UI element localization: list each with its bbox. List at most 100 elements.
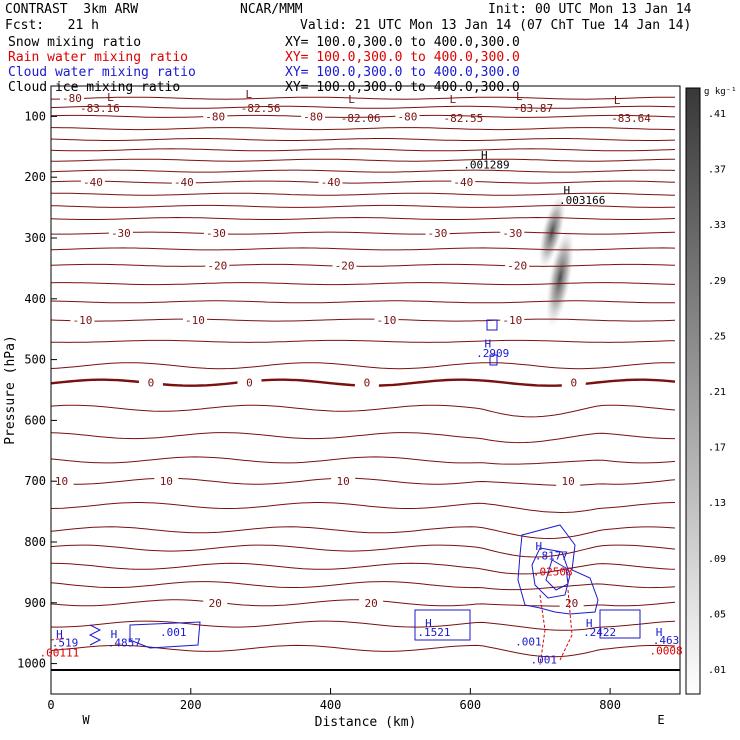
temperature-contour xyxy=(51,526,676,540)
temperature-contour-label: 10 xyxy=(562,475,575,488)
extrema-label: .001 xyxy=(530,654,557,667)
temperature-contour-label: -30 xyxy=(502,227,522,240)
contour-label-bg xyxy=(138,376,163,389)
y-axis-label: Pressure (hPa) xyxy=(3,335,18,445)
extrema-label: -82.55 xyxy=(443,112,483,125)
snow-plume-lower xyxy=(546,228,574,328)
temperature-contour xyxy=(51,562,676,575)
temperature-contour-label: -30 xyxy=(111,227,131,240)
plot-frame xyxy=(50,85,681,695)
x-tick-label: 400 xyxy=(320,698,342,712)
y-tick-label: 800 xyxy=(24,535,46,549)
temperature-contour xyxy=(51,620,676,631)
y-tick-label: 900 xyxy=(24,596,46,610)
temperature-contour-label: -40 xyxy=(174,176,194,189)
temperature-contour-label: -10 xyxy=(73,314,93,327)
temperature-contour xyxy=(51,180,676,184)
temperature-contour-label: -20 xyxy=(507,259,527,272)
extrema-label: .02508 xyxy=(533,565,573,578)
extrema-label: .1521 xyxy=(417,626,450,639)
valid-time: Valid: 21 UTC Mon 13 Jan 14 (07 ChT Tue … xyxy=(300,18,692,33)
temperature-contour xyxy=(51,216,676,220)
west-label: W xyxy=(82,713,90,727)
cloud-water-contour-lll xyxy=(129,621,201,649)
temperature-contour xyxy=(51,127,676,131)
colorbar-level-label: .37 xyxy=(708,165,726,176)
extrema-label: -83.16 xyxy=(80,102,120,115)
field-xy-cloud-ice: XY= 100.0,300.0 to 400.0,300.0 xyxy=(285,80,520,95)
field-name-rain: Rain water mixing ratio xyxy=(8,50,189,65)
temperature-contour-label: -30 xyxy=(206,227,226,240)
temperature-contour-label: -20 xyxy=(335,259,355,272)
field-xy-cloud-water: XY= 100.0,300.0 to 400.0,300.0 xyxy=(285,65,520,80)
y-tick-label: 100 xyxy=(24,109,46,123)
temperature-contour-label: -10 xyxy=(502,314,522,327)
temperature-contour-label: -80 xyxy=(62,92,82,105)
contour-label-bg xyxy=(171,176,196,189)
temperature-contour xyxy=(51,456,676,465)
extrema-label: .8177 xyxy=(535,550,568,563)
extrema-label: -83.87 xyxy=(513,102,553,115)
contour-label-bg xyxy=(301,110,326,123)
cloud-water-contour-small xyxy=(486,319,498,331)
temperature-contour-label: -20 xyxy=(207,259,227,272)
y-tick-label: 200 xyxy=(24,170,46,184)
y-tick-label: 600 xyxy=(24,413,46,427)
temperature-contour xyxy=(51,263,676,267)
cloud-water-contour-right xyxy=(599,609,641,639)
temperature-contour xyxy=(51,204,676,208)
y-tick-label: 400 xyxy=(24,292,46,306)
temperature-contour-label: 0 xyxy=(246,377,253,390)
field-xy-rain: XY= 100.0,300.0 to 400.0,300.0 xyxy=(285,50,520,65)
extrema-label: -82.06 xyxy=(341,112,381,125)
contour-label-bg xyxy=(203,110,228,123)
y-tick-label: 300 xyxy=(24,231,46,245)
field-xy-snow: XY= 100.0,300.0 to 400.0,300.0 xyxy=(285,35,520,50)
temperature-contour-label: -40 xyxy=(321,176,341,189)
extrema-label: .2909 xyxy=(476,347,509,360)
temperature-contour xyxy=(51,432,675,444)
contour-label-bg xyxy=(500,314,525,327)
x-tick-label: 800 xyxy=(599,698,621,712)
temperature-contour-label: -80 xyxy=(303,110,323,123)
colorbar-level-label: .05 xyxy=(708,609,726,620)
extrema-label: .00111 xyxy=(40,646,80,659)
temperature-contour-label: -10 xyxy=(185,314,205,327)
temperature-contour-label: -40 xyxy=(453,176,473,189)
extrema-label: H xyxy=(586,617,593,630)
extrema-label: L xyxy=(348,93,355,106)
extrema-label: L xyxy=(107,91,114,104)
contour-label-bg xyxy=(154,475,179,488)
extrema-label: L xyxy=(516,90,523,103)
extrema-label: .463 xyxy=(653,634,680,647)
colorbar-level-label: .29 xyxy=(708,276,726,287)
temperature-contour-label: 20 xyxy=(565,597,578,610)
contour-label-bg xyxy=(205,259,230,272)
colorbar-level-label: .01 xyxy=(708,665,726,676)
field-name-snow: Snow mixing ratio xyxy=(8,35,142,50)
cloud-water-contour-main xyxy=(517,524,599,615)
extrema-label: .001289 xyxy=(463,159,509,172)
temperature-contour xyxy=(51,148,676,152)
temperature-contour-label: -80 xyxy=(397,110,417,123)
temperature-contour xyxy=(51,362,675,370)
temperature-contour-label: -80 xyxy=(205,110,225,123)
temperature-contour xyxy=(51,138,676,141)
extrema-label: H xyxy=(484,337,491,350)
extrema-label: H xyxy=(481,149,488,162)
x-tick-label: 0 xyxy=(47,698,54,712)
temperature-contour xyxy=(51,644,676,658)
temperature-contour xyxy=(51,105,676,109)
contour-label-bg xyxy=(451,176,476,189)
contour-label-bg xyxy=(237,376,262,389)
contour-label-bg xyxy=(331,475,356,488)
extrema-label: H xyxy=(56,628,63,641)
contour-label-bg xyxy=(203,227,228,240)
y-tick-label: 1000 xyxy=(17,657,46,671)
colorbar-level-label: .25 xyxy=(708,331,726,342)
temperature-contour xyxy=(51,318,676,322)
temperature-contour xyxy=(51,96,675,100)
extrema-label: .2422 xyxy=(583,626,616,639)
extrema-label: .003166 xyxy=(559,194,605,207)
